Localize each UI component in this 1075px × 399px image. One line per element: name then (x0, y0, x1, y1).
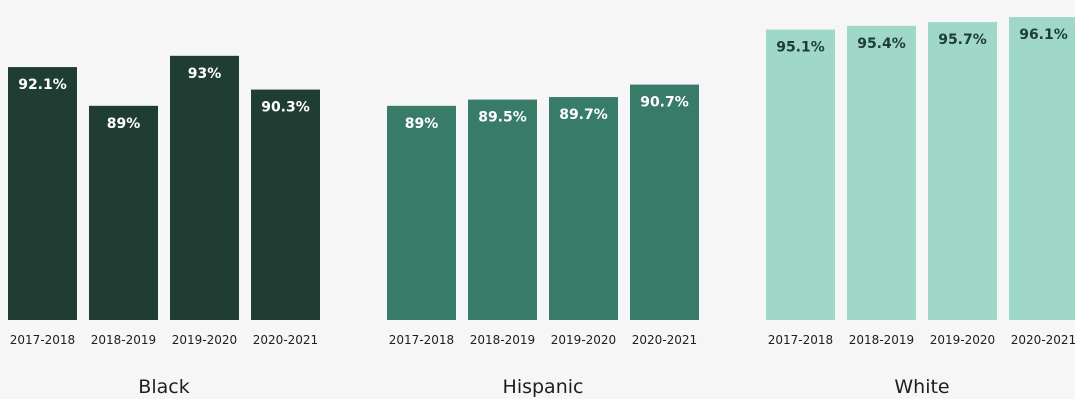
group-title: White (894, 376, 949, 398)
group-title: Black (138, 376, 189, 398)
x-tick-label: 2018-2019 (849, 333, 914, 347)
group-title: Hispanic (503, 376, 584, 398)
data-label: 90.3% (261, 100, 310, 116)
x-tick-label: 2017-2018 (389, 333, 454, 347)
data-label: 92.1% (18, 77, 67, 93)
bar (8, 67, 77, 320)
x-tick-label: 2019-2020 (172, 333, 237, 347)
bar-group-1: 89% 2017-2018 89.5% 2018-2019 89.7% 2019-2020… (387, 84, 699, 398)
x-tick-label: 2020-2021 (632, 333, 697, 347)
data-label: 89% (405, 116, 439, 132)
bar-group-2: 95.1% 2017-2018 95.4% 2018-2019 95.7% 2019-20… (766, 17, 1075, 398)
bar (766, 29, 835, 321)
bar (170, 55, 239, 321)
x-tick-label: 2018-2019 (91, 333, 156, 347)
data-label: 96.1% (1019, 27, 1068, 43)
bar (847, 25, 916, 321)
x-tick-label: 2019-2020 (930, 333, 995, 347)
data-label: 93% (188, 66, 222, 82)
bar (928, 22, 997, 321)
bar (468, 99, 537, 320)
data-label: 95.1% (776, 40, 825, 56)
bar (89, 105, 158, 320)
data-label: 95.4% (857, 36, 906, 52)
data-label: 95.7% (938, 32, 987, 48)
x-tick-label: 2019-2020 (551, 333, 616, 347)
bar (251, 89, 320, 320)
data-label: 89% (107, 116, 141, 132)
bar (387, 105, 456, 320)
bar (1009, 17, 1075, 321)
bar (630, 84, 699, 320)
data-label: 89.7% (559, 107, 608, 123)
x-tick-label: 2020-2021 (1011, 333, 1075, 347)
x-tick-label: 2020-2021 (253, 333, 318, 347)
x-tick-label: 2017-2018 (768, 333, 833, 347)
x-tick-label: 2018-2019 (470, 333, 535, 347)
x-tick-label: 2017-2018 (10, 333, 75, 347)
bar-group-0: 92.1% 2017-2018 89% 2018-2019 93% 2019-2020 90… (8, 55, 320, 398)
data-label: 90.7% (640, 95, 689, 111)
data-label: 89.5% (478, 110, 527, 126)
bar (549, 97, 618, 320)
